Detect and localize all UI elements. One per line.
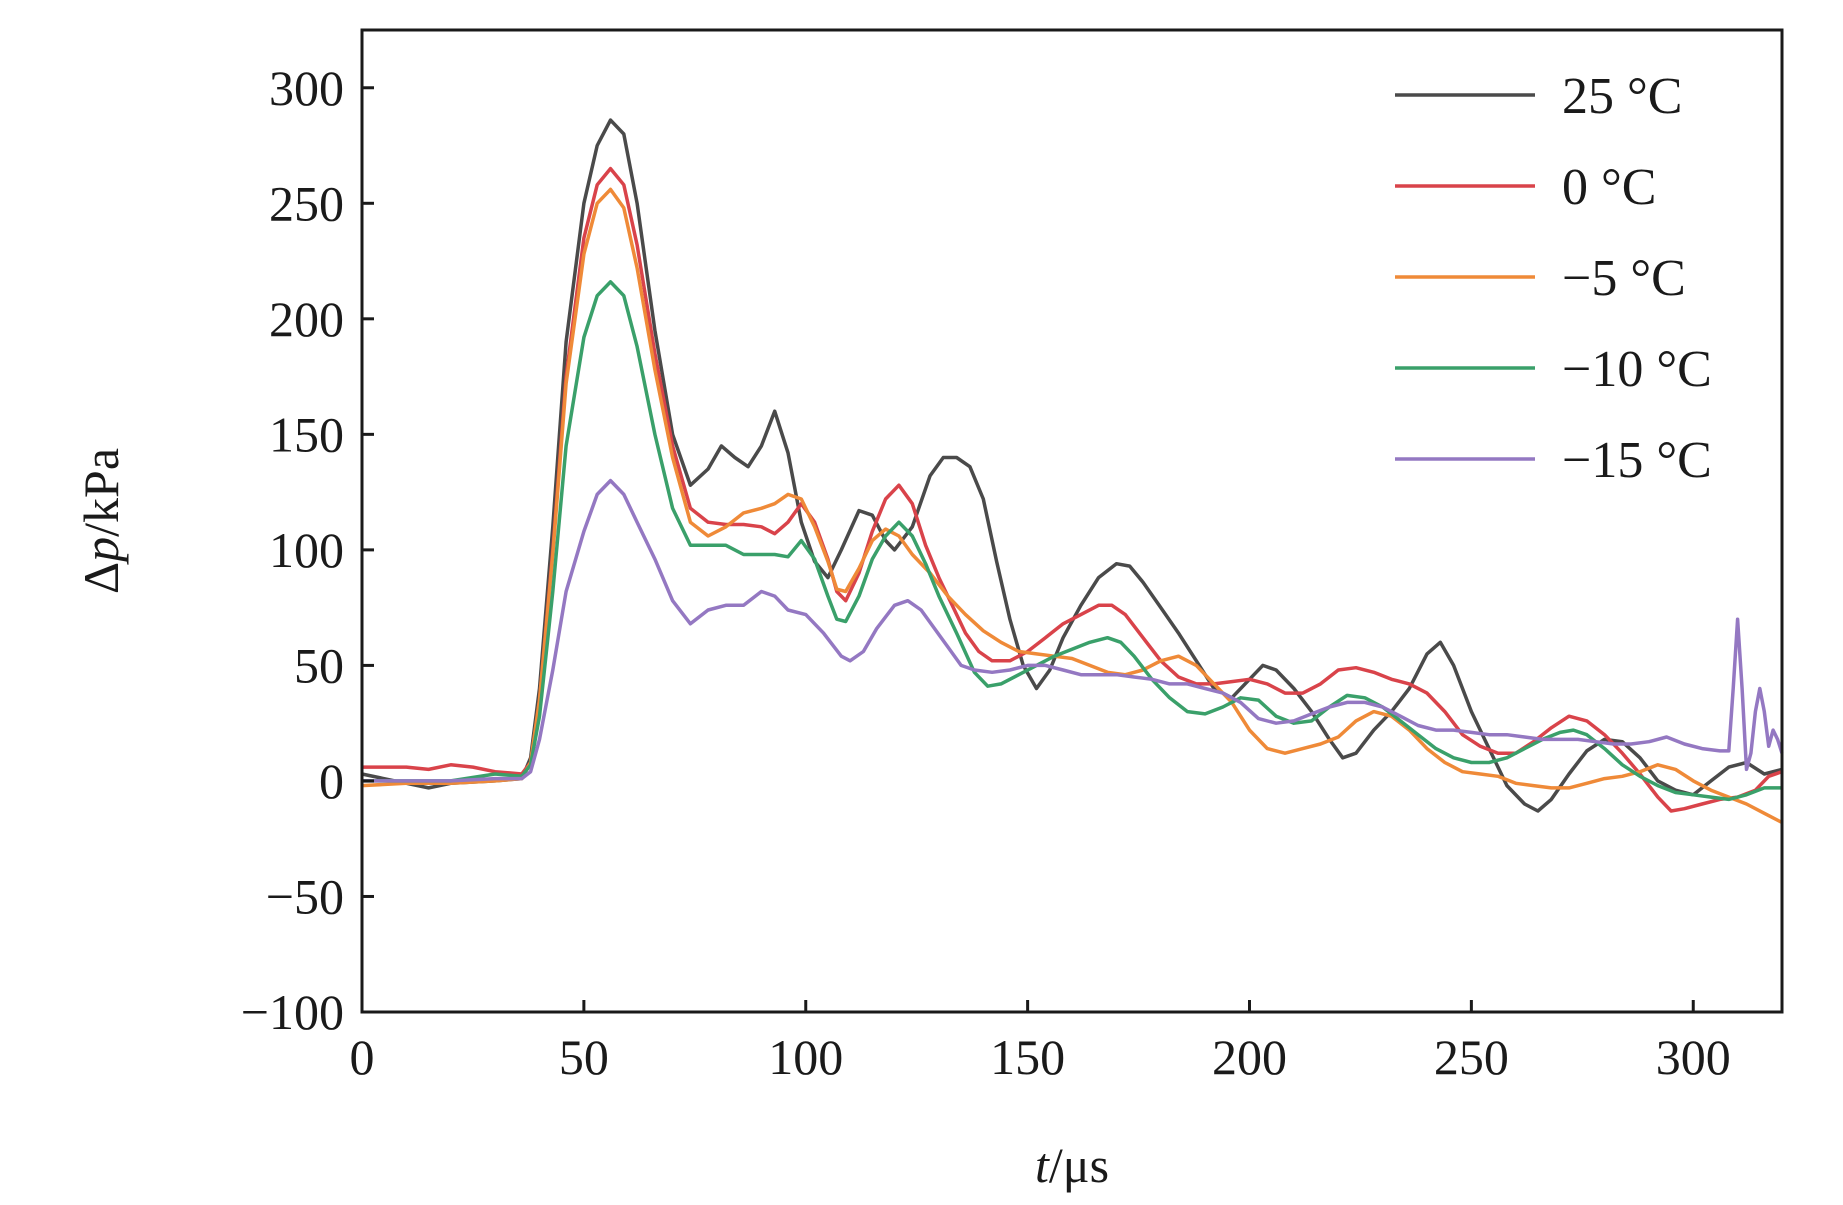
legend-label: −10 °C: [1562, 341, 1712, 398]
legend: 25 °C 0 °C −5 °C −10 °C −15 °C: [1395, 68, 1712, 489]
legend-label: 25 °C: [1562, 68, 1682, 125]
y-tick-label: 0: [319, 753, 344, 809]
y-tick-label: 300: [269, 60, 344, 116]
plot-lines: [361, 118, 1784, 825]
x-axis-label: t/μs: [1035, 1137, 1109, 1193]
x-tick-label: 50: [559, 1029, 609, 1085]
y-axis: −100 −50 0 50 100 150 200 250 300: [241, 60, 374, 1040]
y-tick-label: 200: [269, 291, 344, 347]
y-tick-label: 100: [269, 522, 344, 578]
legend-label: −15 °C: [1562, 432, 1712, 489]
y-tick-label: 250: [269, 175, 344, 231]
y-tick-label: −100: [241, 984, 344, 1040]
plot-frame: [360, 28, 1784, 1014]
series-line-2: [361, 187, 1783, 825]
x-tick-label: 250: [1434, 1029, 1509, 1085]
y-tick-label: −50: [266, 868, 344, 924]
series-line-4: [362, 478, 1784, 783]
y-tick-label: 150: [269, 406, 344, 462]
x-axis: 0 50 100 150 200 250 300: [350, 1000, 1731, 1085]
x-tick-label: 200: [1212, 1029, 1287, 1085]
legend-label: −5 °C: [1562, 250, 1686, 307]
x-tick-label: 300: [1656, 1029, 1731, 1085]
series-line-1: [362, 166, 1783, 813]
legend-label: 0 °C: [1562, 159, 1656, 216]
x-tick-label: 150: [990, 1029, 1065, 1085]
y-axis-label: Δp/kPa: [73, 448, 129, 594]
x-tick-label: 100: [768, 1029, 843, 1085]
y-tick-label: 50: [294, 637, 344, 693]
x-tick-label: 0: [350, 1029, 375, 1085]
